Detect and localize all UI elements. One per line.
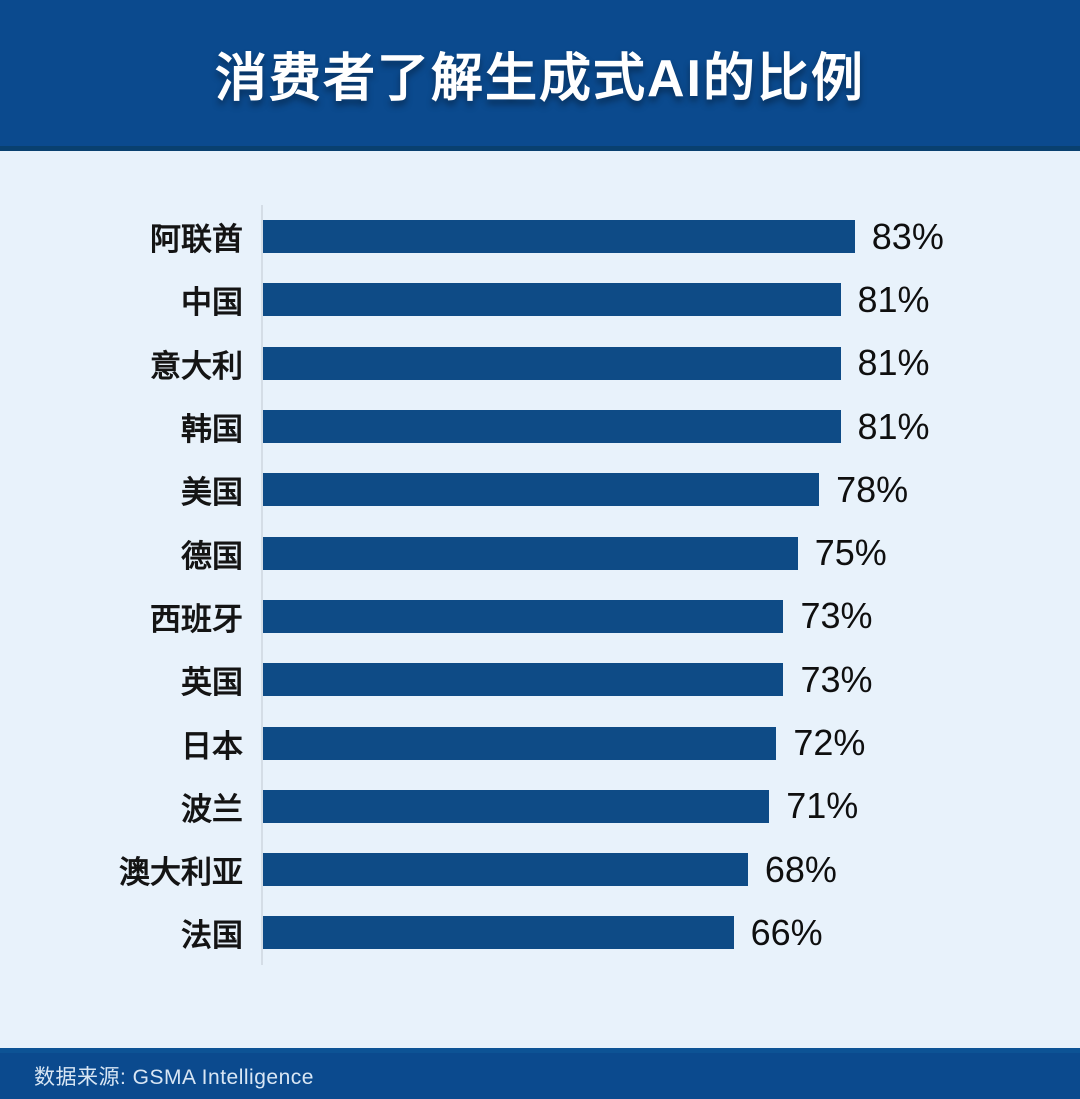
value-label: 73% bbox=[800, 658, 873, 700]
bar-track: 66% bbox=[261, 901, 1080, 965]
footer: 数据来源: GSMA Intelligence bbox=[0, 1048, 1080, 1099]
bar-track: 75% bbox=[261, 521, 1080, 585]
bar-row: 韩国 81% bbox=[0, 394, 1080, 459]
bar-row: 德国 75% bbox=[0, 521, 1080, 585]
country-label: 波兰 bbox=[181, 791, 243, 827]
bar-rows: 阿联酋 83% 中国 81% 意大利 81% 韩国 81% 美国 78% bbox=[0, 205, 1080, 965]
bar-row: 日本 72% bbox=[0, 711, 1080, 775]
country-label: 阿联酋 bbox=[150, 222, 243, 258]
chart-title: 消费者了解生成式AI的比例 bbox=[214, 49, 865, 108]
bar-chart: 阿联酋 83% 中国 81% 意大利 81% 韩国 81% 美国 78% bbox=[0, 151, 1080, 1048]
value-label: 73% bbox=[800, 595, 873, 637]
country-label: 英国 bbox=[181, 665, 243, 701]
bar-track: 68% bbox=[261, 837, 1080, 902]
bar bbox=[263, 346, 841, 380]
bar-row: 美国 78% bbox=[0, 458, 1080, 522]
bar bbox=[263, 853, 748, 887]
country-label: 日本 bbox=[181, 728, 243, 764]
bar bbox=[263, 410, 841, 444]
country-label: 意大利 bbox=[150, 348, 243, 384]
bar bbox=[263, 789, 770, 823]
value-label: 68% bbox=[764, 848, 837, 890]
value-label: 66% bbox=[750, 911, 823, 953]
bar-track: 73% bbox=[261, 584, 1080, 649]
bar-row: 中国 81% bbox=[0, 268, 1080, 332]
bar-row: 意大利 81% bbox=[0, 331, 1080, 395]
country-label: 中国 bbox=[181, 285, 243, 321]
data-source-label: 数据来源: GSMA Intelligence bbox=[34, 1066, 314, 1089]
bar bbox=[263, 220, 855, 254]
bar-track: 72% bbox=[261, 711, 1080, 775]
bar-row: 澳大利亚 68% bbox=[0, 837, 1080, 902]
value-label: 81% bbox=[857, 278, 930, 320]
bar-row: 阿联酋 83% bbox=[0, 205, 1080, 269]
bar-track: 81% bbox=[261, 331, 1080, 395]
bar bbox=[263, 283, 841, 317]
bar-row: 西班牙 73% bbox=[0, 584, 1080, 649]
bar bbox=[263, 536, 798, 570]
bar-track: 78% bbox=[261, 458, 1080, 522]
country-label: 美国 bbox=[181, 475, 243, 511]
bar-track: 81% bbox=[261, 394, 1080, 459]
country-label: 澳大利亚 bbox=[119, 855, 243, 891]
value-label: 81% bbox=[857, 405, 930, 447]
bar bbox=[263, 726, 777, 760]
bar-track: 83% bbox=[261, 205, 1080, 269]
bar bbox=[263, 473, 820, 507]
bar bbox=[263, 663, 784, 697]
country-label: 德国 bbox=[181, 538, 243, 574]
bar-track: 73% bbox=[261, 648, 1080, 712]
value-label: 78% bbox=[836, 468, 909, 510]
country-label: 法国 bbox=[181, 918, 243, 954]
bar-track: 71% bbox=[261, 774, 1080, 838]
value-label: 71% bbox=[786, 785, 859, 827]
value-label: 81% bbox=[857, 342, 930, 384]
chart-header: 消费者了解生成式AI的比例 bbox=[0, 0, 1080, 151]
bar-track: 81% bbox=[261, 268, 1080, 332]
bar-row: 波兰 71% bbox=[0, 774, 1080, 838]
bar-row: 法国 66% bbox=[0, 901, 1080, 965]
value-label: 75% bbox=[814, 532, 887, 574]
country-label: 西班牙 bbox=[150, 601, 243, 637]
value-label: 72% bbox=[793, 722, 866, 764]
country-label: 韩国 bbox=[181, 412, 243, 448]
bar bbox=[263, 599, 784, 633]
value-label: 83% bbox=[871, 215, 944, 257]
bar-row: 英国 73% bbox=[0, 648, 1080, 712]
bar bbox=[263, 916, 734, 950]
